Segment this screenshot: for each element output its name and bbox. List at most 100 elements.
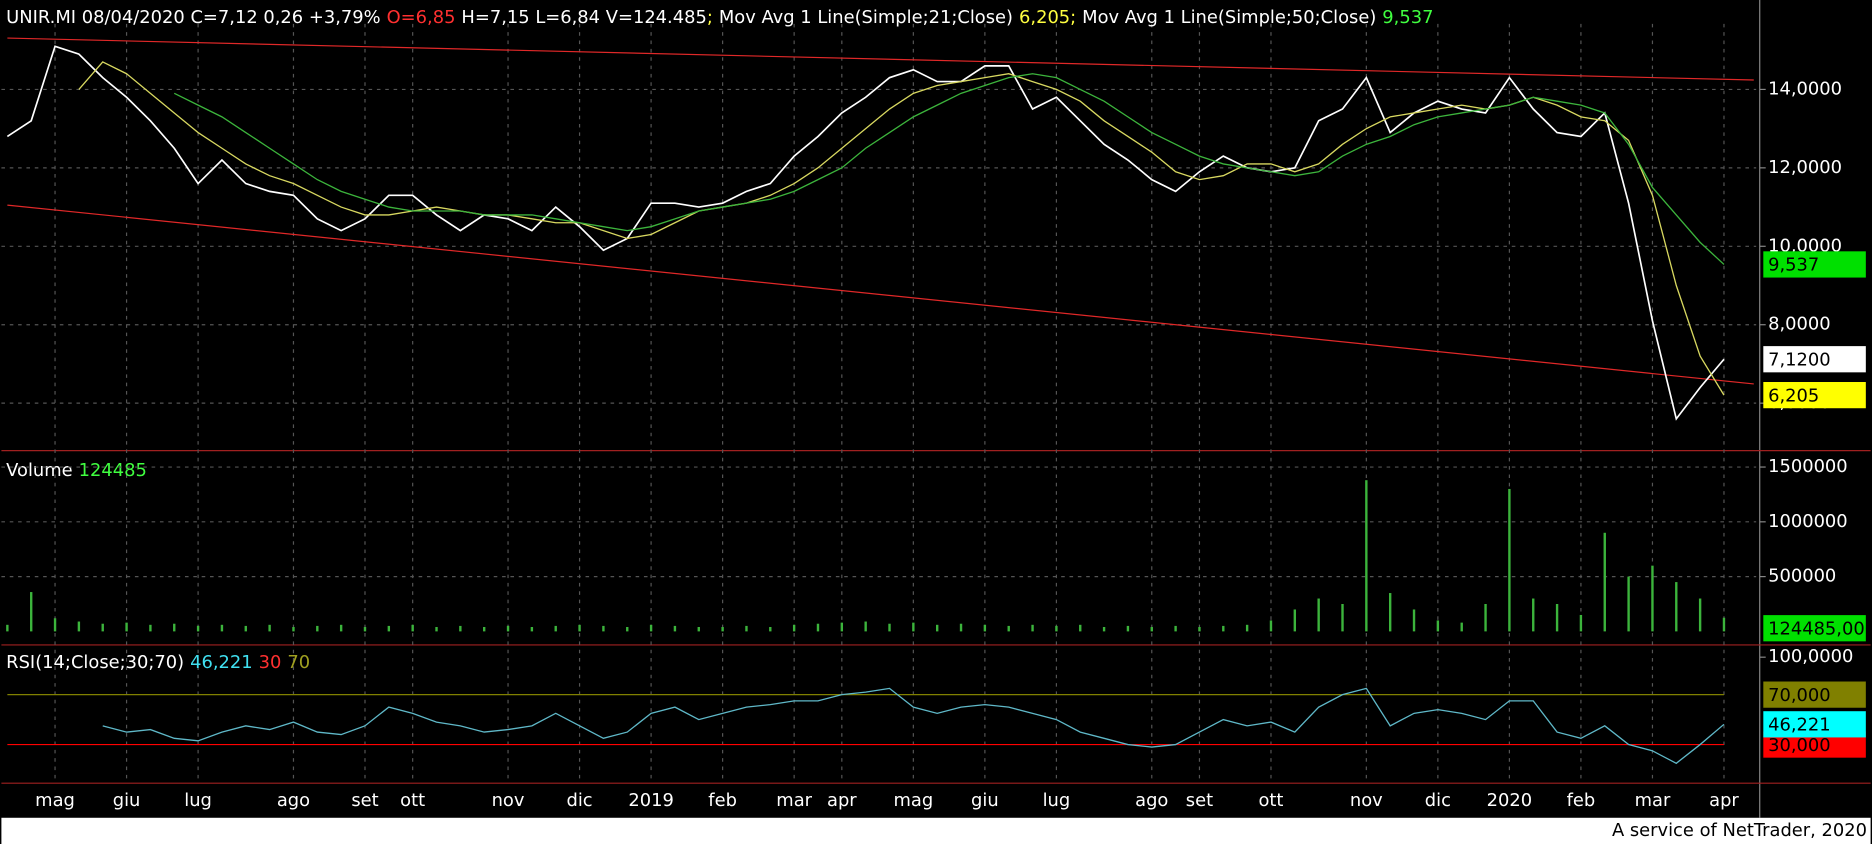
volume-bar bbox=[220, 624, 224, 632]
x-tick-label: mar bbox=[776, 790, 812, 811]
volume-bar bbox=[1651, 565, 1654, 632]
volume-bar bbox=[1388, 593, 1392, 632]
header-segment: UNIR.MI 08/04/2020 C=7,12 0,26 +3,79% bbox=[6, 7, 380, 28]
x-tick-label: feb bbox=[708, 790, 737, 811]
panel-header: RSI(14;Close;30;70) 46,221 30 70 bbox=[6, 652, 310, 673]
volume-bar bbox=[1460, 622, 1463, 632]
volume-bar bbox=[316, 625, 319, 632]
panel-header: UNIR.MI 08/04/2020 C=7,12 0,26 +3,79% O=6… bbox=[6, 7, 1433, 28]
value-box-label: 6,205 bbox=[1768, 385, 1819, 406]
value-box-label: 9,537 bbox=[1768, 255, 1819, 276]
header-segment: 124485 bbox=[79, 460, 147, 481]
volume-bar bbox=[912, 622, 915, 632]
volume-bar bbox=[363, 627, 367, 632]
x-tick-label: nov bbox=[492, 790, 525, 811]
price-line bbox=[173, 73, 1725, 265]
value-box-label: 70,000 bbox=[1768, 685, 1831, 706]
x-tick-label: ago bbox=[277, 790, 310, 811]
volume-bar bbox=[1269, 620, 1273, 632]
y-tick-label: 100,0000 bbox=[1768, 646, 1853, 667]
volume-bar bbox=[792, 624, 796, 632]
volume-bar bbox=[6, 624, 9, 632]
header-segment: H=7,15 L=6,84 V=124.485 bbox=[461, 7, 706, 28]
panel-header: Volume 124485 bbox=[6, 460, 147, 481]
volume-bar bbox=[1007, 625, 1010, 632]
volume-bar bbox=[1722, 617, 1726, 632]
volume-bar bbox=[1365, 480, 1368, 632]
volume-bar bbox=[1675, 582, 1678, 632]
volume-bar bbox=[244, 625, 247, 632]
x-tick-label: ott bbox=[400, 790, 425, 811]
volume-bar bbox=[1055, 625, 1058, 632]
trend-line bbox=[7, 37, 1754, 81]
volume-bar bbox=[196, 625, 200, 632]
x-tick-label: mag bbox=[35, 790, 75, 811]
y-tick-label: 8,0000 bbox=[1768, 314, 1831, 335]
price-line bbox=[6, 45, 1725, 421]
volume-bar bbox=[959, 623, 963, 632]
volume-bar bbox=[745, 625, 748, 632]
header-segment: Volume bbox=[6, 460, 72, 481]
value-box bbox=[1763, 382, 1866, 409]
volume-bar bbox=[1293, 609, 1297, 632]
x-tick-label: dic bbox=[1425, 790, 1451, 811]
y-tick-label: 14,0000 bbox=[1768, 78, 1842, 99]
x-tick-label: ago bbox=[1135, 790, 1168, 811]
volume-bar bbox=[1532, 598, 1535, 632]
volume-bar bbox=[697, 627, 700, 632]
volume-bar bbox=[816, 623, 820, 632]
volume-bar bbox=[578, 624, 581, 632]
volume-bar bbox=[1341, 603, 1344, 632]
y-tick-label: 12,0000 bbox=[1768, 157, 1842, 178]
header-segment: 9,537 bbox=[1382, 7, 1433, 28]
value-box-label: 124485,000 bbox=[1768, 618, 1872, 639]
header-segment: 46,221 bbox=[190, 652, 253, 673]
volume-bar bbox=[649, 624, 653, 632]
volume-bar bbox=[1436, 620, 1440, 632]
volume-bar bbox=[435, 627, 438, 632]
volume-bar bbox=[721, 627, 724, 632]
x-tick-label: mag bbox=[893, 790, 933, 811]
volume-bar bbox=[530, 627, 534, 632]
footer-band bbox=[1, 817, 1871, 844]
volume-bar bbox=[1484, 603, 1487, 632]
x-tick-label: giu bbox=[971, 790, 999, 811]
volume-bar bbox=[554, 625, 557, 632]
volume-bar bbox=[840, 622, 844, 632]
x-tick-label: set bbox=[351, 790, 378, 811]
volume-bar bbox=[506, 625, 510, 632]
volume-bar bbox=[149, 624, 152, 632]
x-tick-label: 2019 bbox=[628, 790, 674, 811]
x-tick-label: set bbox=[1186, 790, 1213, 811]
volume-bar bbox=[769, 627, 772, 632]
volume-bar bbox=[1555, 603, 1559, 632]
volume-bar bbox=[459, 625, 462, 632]
value-box-label: 7,1200 bbox=[1768, 349, 1831, 370]
volume-bar bbox=[1627, 576, 1630, 632]
volume-bar bbox=[30, 592, 33, 632]
y-tick-label: 1500000 bbox=[1768, 456, 1848, 477]
header-segment: ; bbox=[707, 7, 713, 28]
volume-bar bbox=[101, 623, 104, 632]
volume-bar bbox=[936, 624, 939, 632]
header-segment: 70 bbox=[287, 652, 310, 673]
volume-bar bbox=[1198, 627, 1201, 632]
x-tick-label: dic bbox=[566, 790, 592, 811]
volume-bar bbox=[125, 622, 128, 632]
x-tick-label: 2020 bbox=[1487, 790, 1533, 811]
header-segment: 30 bbox=[259, 652, 282, 673]
volume-bar bbox=[626, 627, 629, 632]
value-box bbox=[1763, 681, 1866, 708]
x-tick-label: apr bbox=[1709, 790, 1739, 811]
volume-bar bbox=[387, 625, 391, 632]
volume-bar bbox=[1150, 627, 1153, 632]
x-tick-label: nov bbox=[1350, 790, 1383, 811]
value-box bbox=[1763, 711, 1866, 738]
volume-bar bbox=[292, 627, 295, 632]
volume-bar bbox=[173, 623, 176, 632]
y-tick-label: 1000000 bbox=[1768, 511, 1848, 532]
volume-bar bbox=[1031, 624, 1034, 632]
header-segment: O=6,85 bbox=[387, 7, 456, 28]
